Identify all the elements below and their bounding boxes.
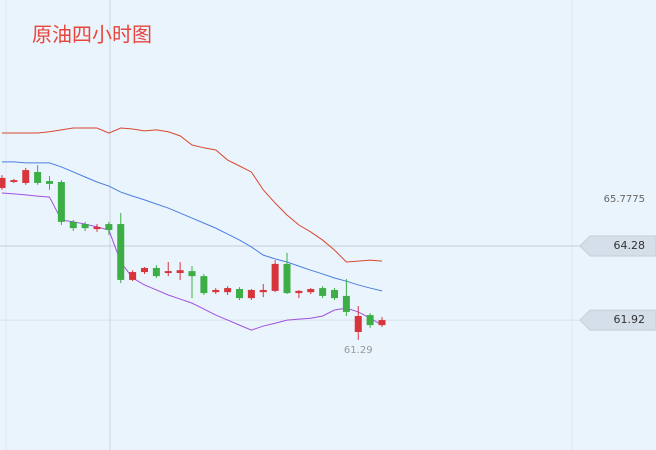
candle-body [176,270,184,274]
candle-body [0,177,6,188]
price-tag [579,235,656,257]
indicator-line [1,192,383,331]
price-label: 64.28 [614,239,646,252]
candle-body [10,180,18,183]
indicator-line [2,161,383,292]
candle-body [378,320,386,326]
candle-body [105,224,113,231]
candle-body [81,224,89,229]
low-annotation: 61.29 [344,345,373,356]
candle-body [366,315,374,326]
candle-body [236,289,243,299]
indicator-line [2,127,383,263]
candle-body [295,290,303,294]
candle-body [283,263,291,294]
candle-body [152,267,160,277]
candle-body [22,170,30,183]
candle-body [46,181,53,184]
candle-body [224,288,232,293]
candle-body [34,171,42,183]
candle-body [319,288,327,296]
candle-body [117,224,125,280]
candle-body [200,276,208,294]
candle-body [164,271,172,274]
candle-body [141,267,148,273]
candle-body [259,289,267,293]
candle-body [331,289,338,299]
candle-body [271,263,279,291]
candle-body [354,316,362,333]
price-label: 61.92 [614,313,646,326]
candle-body [342,295,350,312]
candle-body [69,221,77,229]
candle-body [247,289,255,299]
candle-body [307,289,315,293]
candle-body [93,226,101,230]
candle-body [212,289,220,293]
candle-body [129,272,137,280]
candle-body [188,271,196,277]
chart-title: 原油四小时图 [32,23,152,47]
y-tick-label: 65.7775 [604,194,645,205]
candle-body [57,182,65,222]
price-tag [579,309,656,331]
